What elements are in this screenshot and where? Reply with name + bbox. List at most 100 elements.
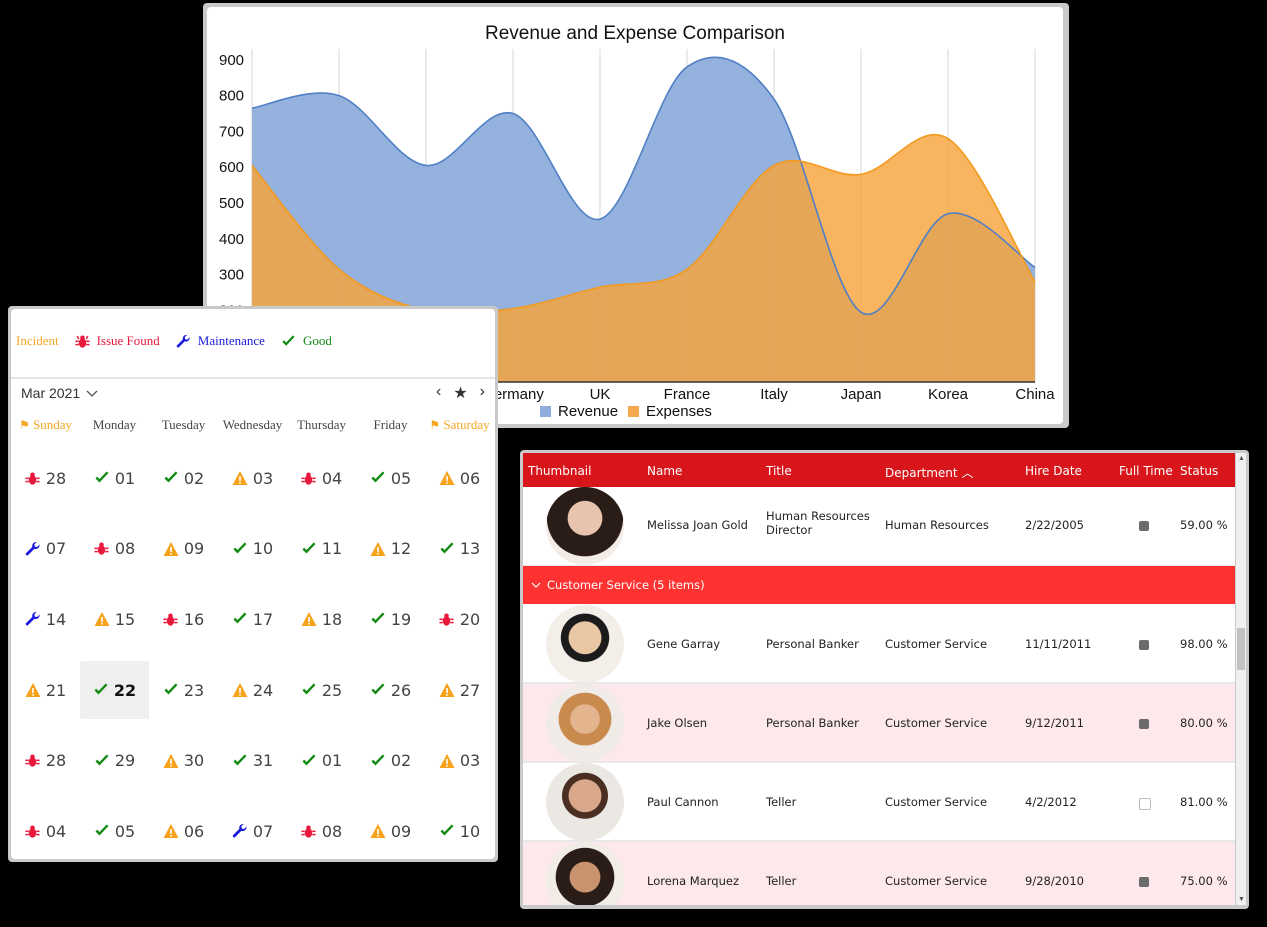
scrollbar-thumb[interactable] xyxy=(1237,628,1245,670)
day-number: 05 xyxy=(114,821,136,841)
warning-icon xyxy=(232,470,248,486)
check-icon xyxy=(94,823,110,839)
full-time-checkbox[interactable] xyxy=(1139,640,1149,650)
calendar-day[interactable]: 07 xyxy=(11,514,80,585)
legend-revenue[interactable]: Revenue xyxy=(558,403,619,420)
calendar-day[interactable]: 03 xyxy=(218,443,287,514)
scroll-up-arrow[interactable]: ▲ xyxy=(1238,455,1245,462)
calendar-day[interactable]: 18 xyxy=(287,584,356,655)
svg-text:900: 900 xyxy=(219,52,244,69)
calendar-day[interactable]: 01 xyxy=(287,725,356,796)
chevron-down-icon[interactable] xyxy=(531,578,541,592)
full-time-checkbox[interactable] xyxy=(1139,877,1149,887)
calendar-day[interactable]: 25 xyxy=(287,655,356,726)
day-number: 17 xyxy=(252,609,274,629)
calendar-day[interactable]: 07 xyxy=(218,796,287,867)
calendar-day[interactable]: 26 xyxy=(356,655,425,726)
day-number: 03 xyxy=(252,468,274,488)
table-row[interactable]: Paul Cannon Teller Customer Service 4/2/201… xyxy=(523,763,1235,842)
cell-hire-date: 9/28/2010 xyxy=(1025,874,1084,888)
calendar-day[interactable]: 28 xyxy=(11,725,80,796)
column-status[interactable]: Status xyxy=(1180,464,1219,478)
table-row[interactable]: Jake Olsen Personal Banker Customer Servic… xyxy=(523,684,1235,763)
calendar-day[interactable]: 24 xyxy=(218,655,287,726)
calendar-day[interactable]: 01 xyxy=(80,443,149,514)
check-icon xyxy=(281,333,297,349)
prev-month-button[interactable]: ‹ xyxy=(436,383,442,400)
column-title[interactable]: Title xyxy=(766,464,792,478)
calendar-day[interactable]: 28 xyxy=(11,443,80,514)
check-icon xyxy=(439,541,455,557)
calendar-day[interactable]: 14 xyxy=(11,584,80,655)
today-star-button[interactable]: ★ xyxy=(453,385,468,402)
calendar-day[interactable]: 29 xyxy=(80,725,149,796)
column-thumbnail[interactable]: Thumbnail xyxy=(528,464,592,478)
calendar-day[interactable]: 09 xyxy=(149,514,218,585)
full-time-checkbox[interactable] xyxy=(1139,521,1149,531)
datagrid: Thumbnail Name Title Department ︿ Hire D… xyxy=(523,453,1235,905)
calendar-day[interactable]: 20 xyxy=(425,584,494,655)
calendar-day[interactable]: 04 xyxy=(11,796,80,867)
calendar-day[interactable]: 10 xyxy=(425,796,494,867)
table-row[interactable]: Lorena Marquez Teller Customer Service 9/28… xyxy=(523,842,1235,905)
calendar-day[interactable]: 19 xyxy=(356,584,425,655)
calendar-day[interactable]: 21 xyxy=(11,655,80,726)
calendar-day[interactable]: 09 xyxy=(356,796,425,867)
calendar-day[interactable]: 16 xyxy=(149,584,218,655)
cell-name: Lorena Marquez xyxy=(647,874,739,888)
month-picker[interactable]: Mar 2021 xyxy=(21,385,98,401)
column-department[interactable]: Department ︿ xyxy=(885,466,974,480)
chart-legend: Revenue Expenses xyxy=(540,403,712,420)
month-label[interactable]: Mar 2021 xyxy=(21,385,81,401)
calendar-day[interactable]: 05 xyxy=(80,796,149,867)
calendar-day[interactable]: 31 xyxy=(218,725,287,796)
calendar-day[interactable]: 11 xyxy=(287,514,356,585)
scroll-down-arrow[interactable]: ▼ xyxy=(1238,896,1245,903)
legend-expenses[interactable]: Expenses xyxy=(646,403,712,420)
calendar-day[interactable]: 13 xyxy=(425,514,494,585)
calendar-day[interactable]: 10 xyxy=(218,514,287,585)
day-number: 06 xyxy=(183,821,205,841)
sort-ascending-icon: ︿ xyxy=(961,466,974,480)
table-row[interactable]: Gene Garray Personal Banker Customer Servi… xyxy=(523,605,1235,684)
calendar-day[interactable]: 02 xyxy=(149,443,218,514)
calendar-day[interactable]: 06 xyxy=(425,443,494,514)
column-hire-date[interactable]: Hire Date xyxy=(1025,464,1082,478)
calendar-day[interactable]: 27 xyxy=(425,655,494,726)
day-number: 20 xyxy=(459,609,481,629)
calendar-day[interactable]: 08 xyxy=(80,514,149,585)
datagrid-window: Thumbnail Name Title Department ︿ Hire D… xyxy=(520,450,1249,909)
cell-hire-date: 2/22/2005 xyxy=(1025,518,1084,532)
weekday-tuesday: Tuesday xyxy=(161,417,206,432)
calendar-day[interactable]: 30 xyxy=(149,725,218,796)
calendar-day[interactable]: 05 xyxy=(356,443,425,514)
column-full-time[interactable]: Full Time xyxy=(1119,464,1173,478)
warning-icon xyxy=(301,611,317,627)
chevron-down-icon[interactable] xyxy=(86,385,98,401)
calendar-day[interactable]: 23 xyxy=(149,655,218,726)
calendar-nav: ‹ ★ › xyxy=(436,383,485,403)
calendar-day[interactable]: 06 xyxy=(149,796,218,867)
calendar-day[interactable]: 15 xyxy=(80,584,149,655)
full-time-checkbox[interactable] xyxy=(1139,719,1149,729)
table-row[interactable]: Melissa Joan Gold Human Resources Directo… xyxy=(523,487,1235,567)
bug-icon xyxy=(301,470,317,486)
calendar-day[interactable]: 17 xyxy=(218,584,287,655)
calendar-day[interactable]: 12 xyxy=(356,514,425,585)
legend-good: Good xyxy=(281,333,332,349)
calendar-day-today[interactable]: 22 xyxy=(80,660,149,720)
column-name[interactable]: Name xyxy=(647,464,683,478)
avatar xyxy=(546,842,624,905)
calendar-day[interactable]: 02 xyxy=(356,725,425,796)
vertical-scrollbar[interactable]: ▲ ▼ xyxy=(1236,453,1246,905)
full-time-checkbox[interactable] xyxy=(1139,798,1151,810)
next-month-button[interactable]: › xyxy=(479,383,485,400)
group-header-customer-service[interactable]: Customer Service (5 items) xyxy=(523,566,1235,604)
day-number: 08 xyxy=(321,821,343,841)
svg-text:500: 500 xyxy=(219,195,244,212)
calendar-day[interactable]: 08 xyxy=(287,796,356,867)
calendar-day[interactable]: 03 xyxy=(425,725,494,796)
expenses-swatch xyxy=(628,406,640,417)
warning-icon xyxy=(370,541,386,557)
calendar-day[interactable]: 04 xyxy=(287,443,356,514)
